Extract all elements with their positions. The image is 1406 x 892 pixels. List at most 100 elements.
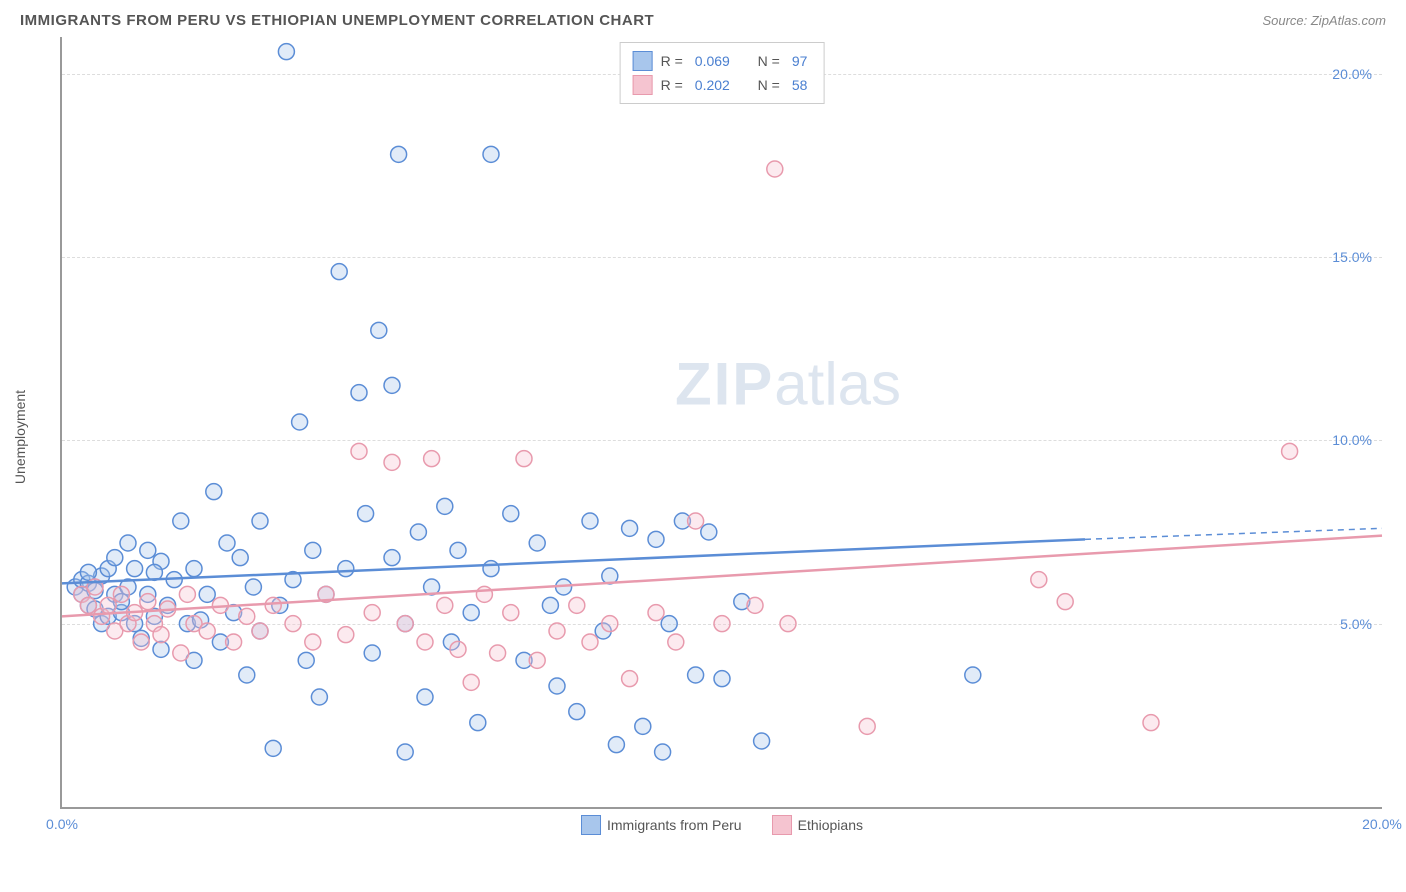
scatter-point bbox=[298, 652, 314, 668]
legend-series-label: Immigrants from Peru bbox=[607, 817, 742, 833]
scatter-point bbox=[186, 561, 202, 577]
scatter-point bbox=[338, 561, 354, 577]
scatter-point bbox=[153, 627, 169, 643]
scatter-point bbox=[120, 535, 136, 551]
scatter-point bbox=[450, 641, 466, 657]
scatter-point bbox=[305, 542, 321, 558]
legend-swatch bbox=[581, 815, 601, 835]
scatter-point bbox=[364, 645, 380, 661]
scatter-point bbox=[503, 506, 519, 522]
scatter-point bbox=[463, 605, 479, 621]
scatter-point bbox=[278, 44, 294, 60]
scatter-point bbox=[668, 634, 684, 650]
scatter-point bbox=[622, 671, 638, 687]
chart-header: IMMIGRANTS FROM PERU VS ETHIOPIAN UNEMPL… bbox=[0, 0, 1406, 37]
scatter-point bbox=[688, 513, 704, 529]
scatter-point bbox=[417, 689, 433, 705]
scatter-point bbox=[179, 586, 195, 602]
scatter-point bbox=[173, 645, 189, 661]
scatter-point bbox=[397, 744, 413, 760]
scatter-point bbox=[384, 377, 400, 393]
correlation-legend: R =0.069 N =97R =0.202 N =58 bbox=[620, 42, 825, 104]
scatter-point bbox=[226, 634, 242, 650]
scatter-point bbox=[490, 645, 506, 661]
scatter-point bbox=[265, 740, 281, 756]
scatter-point bbox=[754, 733, 770, 749]
legend-bottom-item: Ethiopians bbox=[772, 815, 863, 835]
y-tick-label: 10.0% bbox=[1332, 432, 1372, 448]
legend-n-value: 58 bbox=[792, 77, 808, 93]
scatter-point bbox=[859, 718, 875, 734]
legend-swatch bbox=[633, 51, 653, 71]
scatter-point bbox=[569, 704, 585, 720]
scatter-point bbox=[1057, 594, 1073, 610]
scatter-point bbox=[582, 634, 598, 650]
scatter-point bbox=[371, 322, 387, 338]
y-tick-label: 15.0% bbox=[1332, 249, 1372, 265]
scatter-point bbox=[483, 561, 499, 577]
plot-area: ZIPatlas R =0.069 N =97R =0.202 N =58 Im… bbox=[60, 37, 1382, 809]
legend-r-label: R = bbox=[661, 53, 683, 69]
scatter-point bbox=[1031, 572, 1047, 588]
scatter-point bbox=[338, 627, 354, 643]
legend-n-value: 97 bbox=[792, 53, 808, 69]
scatter-point bbox=[219, 535, 235, 551]
scatter-point bbox=[417, 634, 433, 650]
scatter-point bbox=[364, 605, 380, 621]
scatter-point bbox=[602, 616, 618, 632]
scatter-point bbox=[542, 597, 558, 613]
scatter-point bbox=[1282, 443, 1298, 459]
scatter-point bbox=[503, 605, 519, 621]
scatter-point bbox=[648, 531, 664, 547]
scatter-point bbox=[655, 744, 671, 760]
scatter-point bbox=[476, 586, 492, 602]
legend-r-value: 0.069 bbox=[695, 53, 730, 69]
scatter-point bbox=[767, 161, 783, 177]
scatter-point bbox=[265, 597, 281, 613]
legend-swatch bbox=[633, 75, 653, 95]
scatter-point bbox=[285, 616, 301, 632]
scatter-point bbox=[305, 634, 321, 650]
scatter-point bbox=[245, 579, 261, 595]
scatter-point bbox=[351, 443, 367, 459]
scatter-point bbox=[437, 498, 453, 514]
scatter-point bbox=[140, 594, 156, 610]
scatter-point bbox=[635, 718, 651, 734]
y-tick-label: 20.0% bbox=[1332, 66, 1372, 82]
scatter-point bbox=[133, 634, 149, 650]
legend-n-label: N = bbox=[758, 77, 780, 93]
scatter-point bbox=[529, 652, 545, 668]
scatter-point bbox=[292, 414, 308, 430]
scatter-point bbox=[661, 616, 677, 632]
scatter-point bbox=[173, 513, 189, 529]
scatter-point bbox=[80, 564, 96, 580]
scatter-point bbox=[80, 597, 96, 613]
scatter-point bbox=[424, 451, 440, 467]
chart-source: Source: ZipAtlas.com bbox=[1262, 13, 1386, 28]
scatter-point bbox=[582, 513, 598, 529]
legend-row: R =0.202 N =58 bbox=[633, 73, 812, 97]
scatter-point bbox=[780, 616, 796, 632]
scatter-point bbox=[483, 146, 499, 162]
scatter-point bbox=[549, 623, 565, 639]
legend-row: R =0.069 N =97 bbox=[633, 49, 812, 73]
scatter-point bbox=[311, 689, 327, 705]
scatter-point bbox=[965, 667, 981, 683]
scatter-point bbox=[358, 506, 374, 522]
legend-swatch bbox=[772, 815, 792, 835]
scatter-point bbox=[622, 520, 638, 536]
legend-r-value: 0.202 bbox=[695, 77, 730, 93]
scatter-point bbox=[199, 623, 215, 639]
scatter-point bbox=[608, 737, 624, 753]
x-tick-label: 0.0% bbox=[46, 816, 78, 832]
scatter-point bbox=[648, 605, 664, 621]
scatter-point bbox=[747, 597, 763, 613]
scatter-point bbox=[470, 715, 486, 731]
scatter-point bbox=[351, 385, 367, 401]
chart-container: Unemployment ZIPatlas R =0.069 N =97R =0… bbox=[60, 37, 1380, 837]
scatter-point bbox=[331, 264, 347, 280]
scatter-point bbox=[410, 524, 426, 540]
scatter-point bbox=[140, 542, 156, 558]
scatter-point bbox=[100, 597, 116, 613]
scatter-point bbox=[549, 678, 565, 694]
